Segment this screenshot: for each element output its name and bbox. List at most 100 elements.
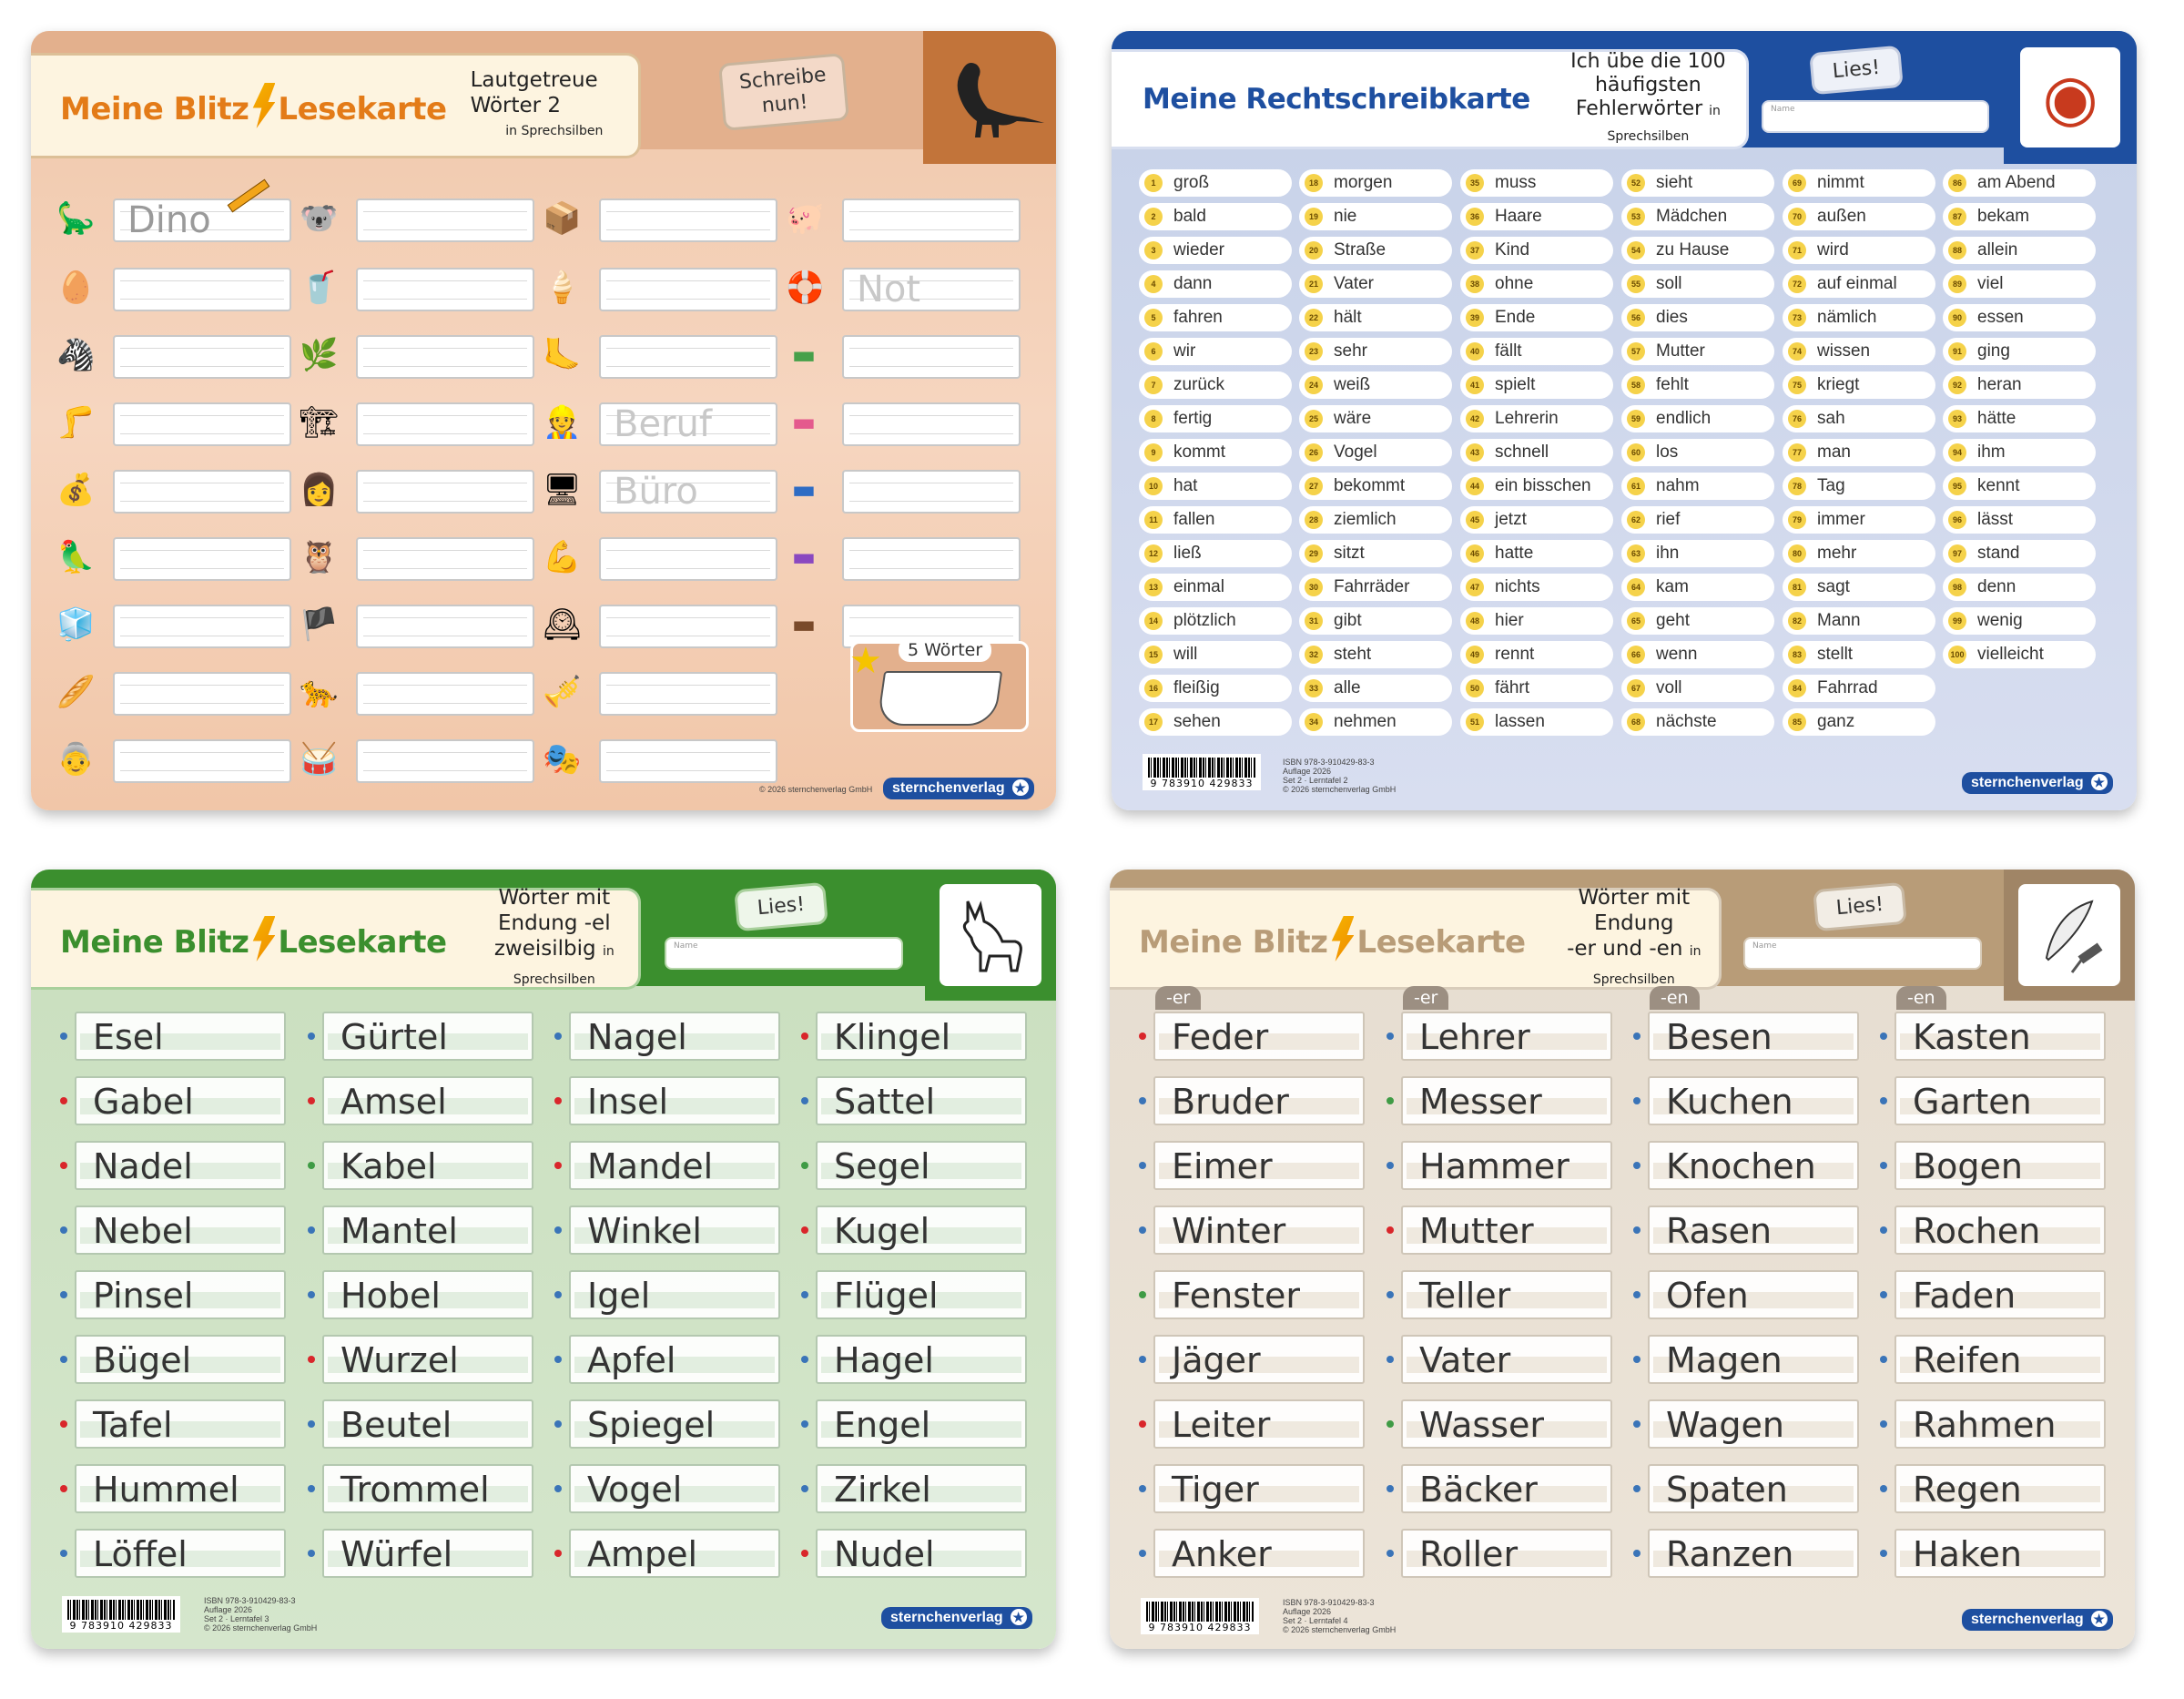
writing-line[interactable]	[599, 335, 777, 379]
writing-line[interactable]	[356, 605, 534, 648]
word-text: rief	[1656, 510, 1681, 529]
syllable-dot	[1880, 1356, 1887, 1363]
word-text: immer	[1817, 510, 1865, 529]
word-item: 92 heran	[1943, 371, 2096, 399]
word-line: Würfel	[322, 1529, 533, 1578]
word-text: nimmt	[1817, 173, 1864, 192]
writing-line[interactable]	[113, 537, 291, 581]
woman-icon: 👩	[300, 472, 339, 508]
word-text: Trommel	[340, 1470, 490, 1510]
word-item: 76 sah	[1783, 405, 1935, 432]
subtitle: Wörter mit Endung -el zweisilbig in Sprec…	[493, 886, 615, 987]
name-field[interactable]: Name	[1762, 100, 1989, 133]
word-text: fleißig	[1173, 678, 1220, 697]
number-badge: 29	[1305, 544, 1323, 563]
writing-line[interactable]	[356, 739, 534, 783]
writing-line[interactable]	[113, 739, 291, 783]
word-text: ganz	[1817, 712, 1855, 731]
word-text: endlich	[1656, 409, 1712, 428]
title-box: Meine Rechtschreibkarte Ich übe die 100 …	[1112, 49, 1749, 149]
writing-line[interactable]	[356, 537, 534, 581]
writing-line[interactable]	[356, 335, 534, 379]
writing-line[interactable]	[113, 605, 291, 648]
word-line: Faden	[1894, 1270, 2106, 1319]
writing-line[interactable]	[356, 672, 534, 716]
writing-line[interactable]	[842, 537, 1021, 581]
writing-line[interactable]	[113, 470, 291, 514]
bread-icon: 🥖	[56, 674, 96, 710]
word-item: 7 zurück	[1139, 371, 1292, 399]
word-text: Mutter	[1419, 1211, 1534, 1251]
name-field[interactable]: Name	[665, 937, 903, 970]
writing-line[interactable]	[842, 198, 1021, 242]
syllable-dot	[554, 1097, 562, 1104]
word-text: Bogen	[1913, 1146, 2023, 1186]
number-badge: 5	[1144, 309, 1163, 327]
number-badge: 87	[1948, 208, 1966, 226]
writing-line[interactable]	[356, 402, 534, 446]
writing-line[interactable]	[599, 672, 777, 716]
word-line: Klingel	[816, 1012, 1027, 1061]
writing-line[interactable]	[599, 198, 777, 242]
writing-line[interactable]	[599, 402, 777, 446]
writing-line[interactable]	[113, 198, 291, 242]
writing-line[interactable]	[842, 470, 1021, 514]
word-text: Sattel	[834, 1082, 936, 1122]
card-rechtschreibkarte: Meine Rechtschreibkarte Ich übe die 100 …	[1112, 31, 2137, 810]
word-text: Ranzen	[1666, 1534, 1794, 1574]
number-badge: 63	[1627, 544, 1645, 563]
writing-line[interactable]	[599, 537, 777, 581]
writing-line[interactable]	[113, 335, 291, 379]
writing-line[interactable]	[356, 268, 534, 311]
word-item: 61 nahm	[1621, 473, 1774, 500]
number-badge: 72	[1788, 275, 1806, 293]
crane-icon: 🏗	[300, 404, 340, 441]
word-text: Hagel	[834, 1340, 934, 1380]
syllable-dot	[308, 1420, 315, 1428]
word-line: Zirkel	[816, 1464, 1027, 1513]
title-box: Meine Blitz Lesekarte Wörter mit Endung -…	[31, 886, 641, 990]
writing-line[interactable]	[842, 335, 1021, 379]
ghost-word: Büro	[614, 471, 698, 513]
word-line: Regen	[1894, 1464, 2106, 1513]
writing-line[interactable]	[356, 470, 534, 514]
number-badge: 22	[1305, 309, 1323, 327]
copyright: © 2026 sternchenverlag GmbH	[759, 785, 873, 794]
word-item: 44 ein bisschen	[1460, 473, 1613, 500]
word-line: Reifen	[1894, 1335, 2106, 1384]
number-badge: 91	[1948, 342, 1966, 361]
writing-line[interactable]	[113, 268, 291, 311]
grandma-icon: 👵	[56, 741, 96, 778]
word-item: 56 dies	[1621, 304, 1774, 331]
writing-line[interactable]	[356, 198, 534, 242]
writing-line[interactable]	[599, 739, 777, 783]
imprint: ISBN 978-3-910429-83-3 Auflage 2026 Set 2 …	[1283, 1598, 1397, 1634]
syllable-dot	[801, 1550, 808, 1557]
writing-line[interactable]	[599, 268, 777, 311]
word-line: Wagen	[1648, 1399, 1859, 1449]
word-item: 10 hat	[1139, 473, 1292, 500]
word-line: Nebel	[75, 1206, 286, 1255]
word-text: morgen	[1334, 173, 1393, 192]
word-text: Klingel	[834, 1017, 951, 1057]
word-text: Esel	[93, 1017, 164, 1057]
word-line: Gabel	[75, 1076, 286, 1125]
word-item: 95 kennt	[1943, 473, 2096, 500]
writing-line[interactable]	[599, 470, 777, 514]
writing-line[interactable]	[842, 402, 1021, 446]
writing-line[interactable]	[113, 402, 291, 446]
word-item: 74 wissen	[1783, 338, 1935, 365]
word-item: 27 bekommt	[1299, 473, 1452, 500]
number-badge: 46	[1466, 544, 1484, 563]
writing-line[interactable]	[599, 605, 777, 648]
name-field[interactable]: Name	[1743, 937, 1982, 970]
writing-line[interactable]	[842, 268, 1021, 311]
ghost-word: Beruf	[614, 403, 712, 445]
word-item: 34 nehmen	[1299, 708, 1452, 736]
word-item: 35 muss	[1460, 169, 1613, 197]
word-text: wenig	[1977, 611, 2023, 630]
word-text: dies	[1656, 308, 1688, 327]
word-item: 29 sitzt	[1299, 540, 1452, 567]
word-item: 65 geht	[1621, 607, 1774, 635]
writing-line[interactable]	[113, 672, 291, 716]
